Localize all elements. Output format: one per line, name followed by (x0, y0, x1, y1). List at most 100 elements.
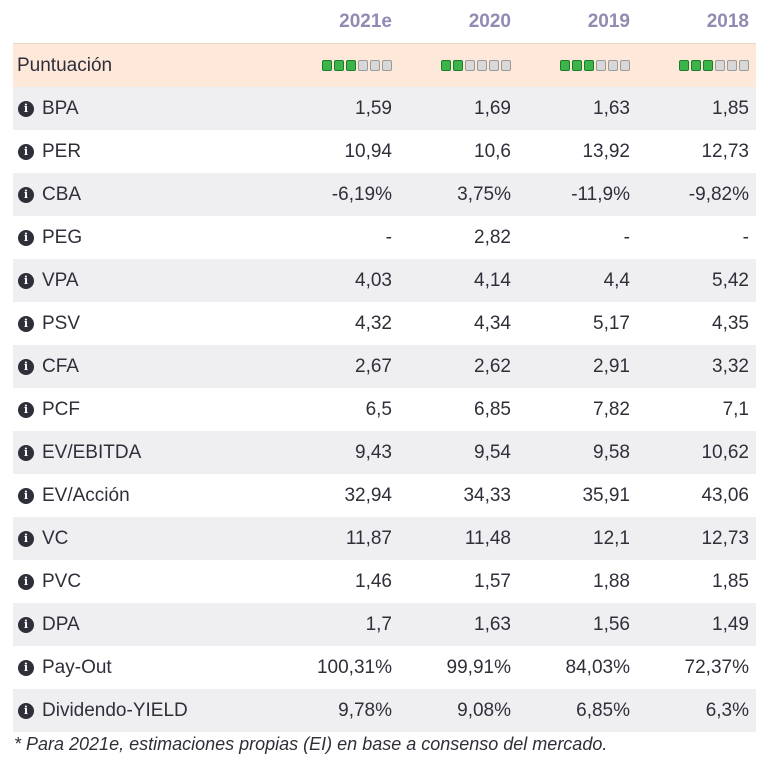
info-icon[interactable]: i (18, 186, 34, 203)
metric-value: 4,03 (355, 269, 392, 291)
score-dot-empty (715, 59, 725, 71)
score-dot-empty (620, 59, 630, 71)
metric-value: 6,5 (365, 398, 392, 420)
score-dot-empty (477, 59, 487, 71)
score-row: Puntuación (13, 44, 756, 87)
metric-label: Pay-Out (42, 656, 112, 678)
metric-label: PCF (42, 398, 80, 420)
table-row: i CFA 2,67 2,62 2,91 3,32 (13, 345, 756, 388)
table-row: i PVC 1,46 1,57 1,88 1,85 (13, 560, 756, 603)
metric-value: 11,48 (464, 527, 511, 549)
metric-label-cell: i VPA (13, 270, 280, 292)
metric-value: 4,4 (603, 269, 630, 291)
table-row: i CBA -6,19% 3,75% -11,9% -9,82% (13, 173, 756, 216)
footnote: * Para 2021e, estimaciones propias (EI) … (14, 734, 608, 754)
metric-value: 9,54 (474, 441, 511, 463)
metric-label: CFA (42, 355, 79, 377)
table-row: i VC 11,87 11,48 12,1 12,73 (13, 517, 756, 560)
metric-label-cell: i Dividendo-YIELD (13, 700, 280, 722)
metric-value: 43,06 (701, 484, 749, 506)
score-dot-filled (584, 59, 594, 71)
metric-label-cell: i PSV (13, 313, 280, 335)
info-icon[interactable]: i (18, 272, 34, 289)
metric-value: 84,03% (565, 656, 630, 678)
metric-value: 10,94 (344, 140, 392, 162)
score-indicator (560, 59, 630, 71)
metric-label-cell: i CFA (13, 356, 280, 378)
score-dot-empty (489, 59, 499, 71)
info-icon[interactable]: i (18, 702, 34, 719)
info-icon[interactable]: i (18, 315, 34, 332)
metric-value: 1,85 (712, 570, 749, 592)
info-icon[interactable]: i (18, 487, 34, 504)
table-row: i PSV 4,32 4,34 5,17 4,35 (13, 302, 756, 345)
metric-value: 34,33 (463, 484, 511, 506)
metric-value: 6,3% (705, 699, 749, 721)
metric-value: 9,08% (457, 699, 511, 721)
metric-label: Dividendo-YIELD (42, 699, 188, 721)
ratios-table: 2021e 2020 2019 2018 Puntuación i BPA 1,59… (13, 0, 756, 732)
table-row: i PEG - 2,82 - - (13, 216, 756, 259)
metric-label-cell: i DPA (13, 614, 280, 636)
table-row: i BPA 1,59 1,69 1,63 1,85 (13, 87, 756, 130)
info-icon[interactable]: i (18, 530, 34, 547)
table-row: i Pay-Out 100,31% 99,91% 84,03% 72,37% (13, 646, 756, 689)
score-dot-filled (346, 59, 356, 71)
metric-value: 4,34 (474, 312, 511, 334)
metric-label: PEG (42, 226, 83, 248)
table-row: i DPA 1,7 1,63 1,56 1,49 (13, 603, 756, 646)
info-icon[interactable]: i (18, 401, 34, 418)
metric-value: 3,32 (712, 355, 749, 377)
metric-value: 6,85 (474, 398, 511, 420)
metric-label: DPA (42, 613, 80, 635)
table-row: i PER 10,94 10,6 13,92 12,73 (13, 130, 756, 173)
info-icon[interactable]: i (18, 358, 34, 375)
metric-value: 2,67 (355, 355, 392, 377)
info-icon[interactable]: i (18, 659, 34, 676)
metric-value: 1,7 (365, 613, 392, 635)
info-icon[interactable]: i (18, 444, 34, 461)
score-indicator (679, 59, 749, 71)
metric-value: 1,57 (474, 570, 511, 592)
metric-label: EV/Acción (42, 484, 130, 506)
metric-value: 1,63 (593, 97, 630, 119)
metric-value: 2,91 (593, 355, 630, 377)
metric-label-cell: i Pay-Out (13, 657, 280, 679)
metric-value: -6,19% (331, 183, 392, 205)
info-icon[interactable]: i (18, 573, 34, 590)
metric-label-cell: i PCF (13, 399, 280, 421)
metric-value: 1,85 (712, 97, 749, 119)
score-dot-filled (560, 59, 570, 71)
info-icon[interactable]: i (18, 143, 34, 160)
metric-label: CBA (42, 183, 82, 205)
metric-label-cell: i EV/EBITDA (13, 442, 280, 464)
score-cell (399, 55, 518, 77)
table-header: 2021e 2020 2019 2018 (13, 0, 756, 44)
metric-label: VPA (42, 269, 79, 291)
header-year: 2018 (706, 10, 749, 32)
table-row: i EV/Acción 32,94 34,33 35,91 43,06 (13, 474, 756, 517)
metric-value: 1,49 (712, 613, 749, 635)
metric-value: 6,85% (576, 699, 630, 721)
header-year: 2019 (587, 10, 630, 32)
score-cell (518, 55, 637, 77)
score-dot-filled (703, 59, 713, 71)
metric-value: 12,1 (593, 527, 630, 549)
score-dot-filled (453, 59, 463, 71)
score-dot-empty (739, 59, 749, 71)
metric-value: 1,63 (474, 613, 511, 635)
metric-label-cell: i PEG (13, 227, 280, 249)
info-icon[interactable]: i (18, 229, 34, 246)
header-year: 2021e (339, 10, 392, 32)
metric-label: EV/EBITDA (42, 441, 142, 463)
metric-value: 99,91% (446, 656, 511, 678)
info-icon[interactable]: i (18, 616, 34, 633)
metric-value: 1,46 (355, 570, 392, 592)
score-cell (280, 55, 399, 77)
metric-value: 10,62 (701, 441, 749, 463)
info-icon[interactable]: i (18, 100, 34, 117)
score-dot-empty (382, 59, 392, 71)
table-row: i Dividendo-YIELD 9,78% 9,08% 6,85% 6,3% (13, 689, 756, 732)
metric-label-cell: i CBA (13, 184, 280, 206)
metric-value: 1,56 (593, 613, 630, 635)
